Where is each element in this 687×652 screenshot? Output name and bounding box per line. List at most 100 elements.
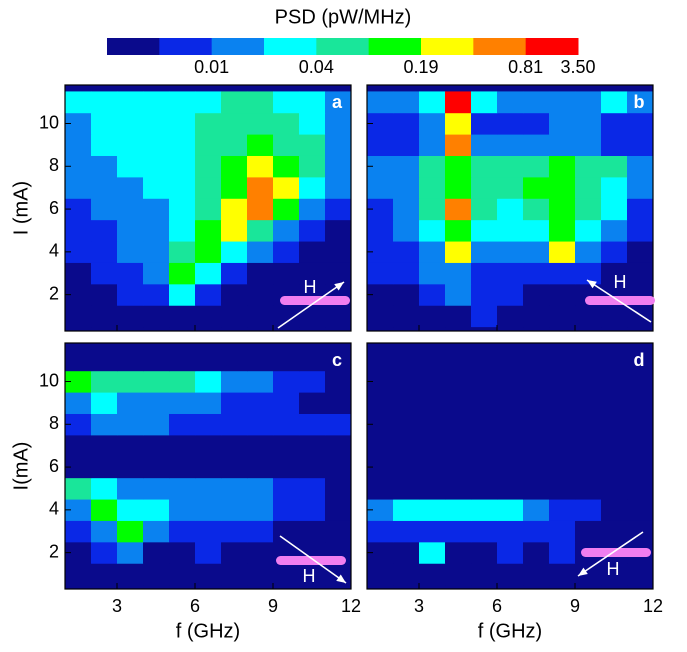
heatmap-cell: [143, 262, 170, 285]
heatmap-cell: [221, 477, 248, 500]
colorbar-tick-label: 0.01: [194, 57, 229, 77]
heatmap-cell: [445, 349, 472, 372]
heatmap-cell: [91, 241, 118, 263]
heatmap-cell: [419, 262, 446, 285]
heatmap-cell: [325, 219, 351, 242]
heatmap-cell: [367, 563, 394, 586]
y-axis-label: I(mA): [10, 442, 32, 491]
heatmap-cell: [247, 134, 274, 156]
heatmap-cell: [91, 392, 118, 414]
heatmap-cell: [627, 499, 653, 521]
heatmap-cell: [299, 563, 326, 586]
heatmap-cell: [367, 520, 394, 543]
heatmap-cell: [471, 434, 498, 457]
heatmap-cell: [273, 520, 300, 543]
heatmap-cell: [143, 434, 170, 457]
heatmap-cell: [65, 434, 92, 457]
heatmap-cell: [299, 155, 326, 178]
heatmap-cell: [601, 413, 628, 436]
heatmap-cell: [65, 520, 92, 543]
heatmap-cell: [143, 305, 170, 328]
heatmap-cell: [497, 305, 524, 328]
heatmap-cell: [143, 219, 170, 242]
heatmap-cell: [143, 520, 170, 543]
y-tick-label: 4: [49, 499, 59, 519]
heatmap-cell: [169, 283, 196, 306]
field-arrow: [577, 531, 644, 577]
heatmap-cell: [575, 563, 602, 586]
heatmap-cell: [169, 563, 196, 586]
heatmap-cell: [169, 392, 196, 414]
heatmap-cell: [143, 370, 170, 393]
heatmap-cell: [419, 349, 446, 372]
heatmap-cell: [195, 241, 222, 263]
heatmap-cell: [299, 520, 326, 543]
heatmap-cell: [471, 456, 498, 479]
heatmap-cell: [627, 392, 653, 414]
heatmap-cell: [575, 456, 602, 479]
heatmap-cell: [497, 413, 524, 436]
heatmap-cell: [393, 91, 420, 114]
heatmap-cell: [273, 349, 300, 372]
heatmap-cell: [195, 349, 222, 372]
heatmap-cell: [247, 477, 274, 500]
heatmap-cell: [445, 305, 472, 328]
heatmap-cell: [247, 541, 274, 564]
field-label: H: [303, 566, 316, 586]
heatmap-cell: [367, 283, 394, 306]
heatmap-cell: [247, 91, 274, 114]
heatmap-cell: [273, 499, 300, 521]
heatmap-cell: [195, 563, 222, 586]
heatmap-cell: [117, 541, 144, 564]
heatmap-cell: [273, 262, 300, 285]
heatmap-cell: [627, 134, 653, 156]
heatmap-cell: [601, 563, 628, 586]
heatmap-cell: [627, 434, 653, 457]
heatmap-cell: [195, 219, 222, 242]
heatmap-cell: [445, 563, 472, 586]
field-label: H: [607, 559, 620, 579]
heatmap-cell: [299, 349, 326, 372]
heatmap-cell: [393, 134, 420, 156]
heatmap-cell: [221, 219, 248, 242]
heatmap-cell: [169, 241, 196, 263]
heatmap-cell: [497, 134, 524, 156]
heatmap-cell: [247, 349, 274, 372]
heatmap-cell: [601, 370, 628, 393]
colorbar-swatch: [473, 38, 527, 55]
heatmap-cell: [91, 155, 118, 178]
heatmap-cell: [471, 262, 498, 285]
heatmap-cell: [221, 241, 248, 263]
heatmap-cell: [419, 91, 446, 114]
heatmap-cell: [601, 349, 628, 372]
heatmap-cell: [221, 370, 248, 393]
heatmap-cell: [445, 134, 472, 156]
heatmap-cell: [627, 456, 653, 479]
heatmap-cell: [325, 176, 351, 199]
x-tick-label: 6: [190, 596, 200, 616]
heatmap-cell: [549, 477, 576, 500]
heatmap-cell: [549, 198, 576, 221]
heatmap-cell: [273, 219, 300, 242]
heatmap-cell: [117, 283, 144, 306]
heatmap-cell: [471, 91, 498, 114]
heatmap-cell: [471, 305, 498, 328]
heatmap-cell: [471, 370, 498, 393]
heatmap-cell: [247, 219, 274, 242]
heatmap-cell: [549, 456, 576, 479]
y-tick-label: 2: [49, 283, 59, 303]
heatmap-cell: [117, 349, 144, 372]
heatmap-cell: [367, 176, 394, 199]
field-label: H: [614, 272, 627, 292]
heatmap-cell: [247, 283, 274, 306]
heatmap-cell: [221, 134, 248, 156]
heatmap-cell: [601, 134, 628, 156]
field-label: H: [304, 277, 317, 297]
heatmap-cell: [367, 91, 394, 114]
heatmap-cell: [221, 456, 248, 479]
heatmap-cell: [497, 392, 524, 414]
heatmap-cell: [195, 541, 222, 564]
heatmap-cell: [195, 283, 222, 306]
y-tick-label: 6: [49, 456, 59, 476]
heatmap-cell: [91, 134, 118, 156]
